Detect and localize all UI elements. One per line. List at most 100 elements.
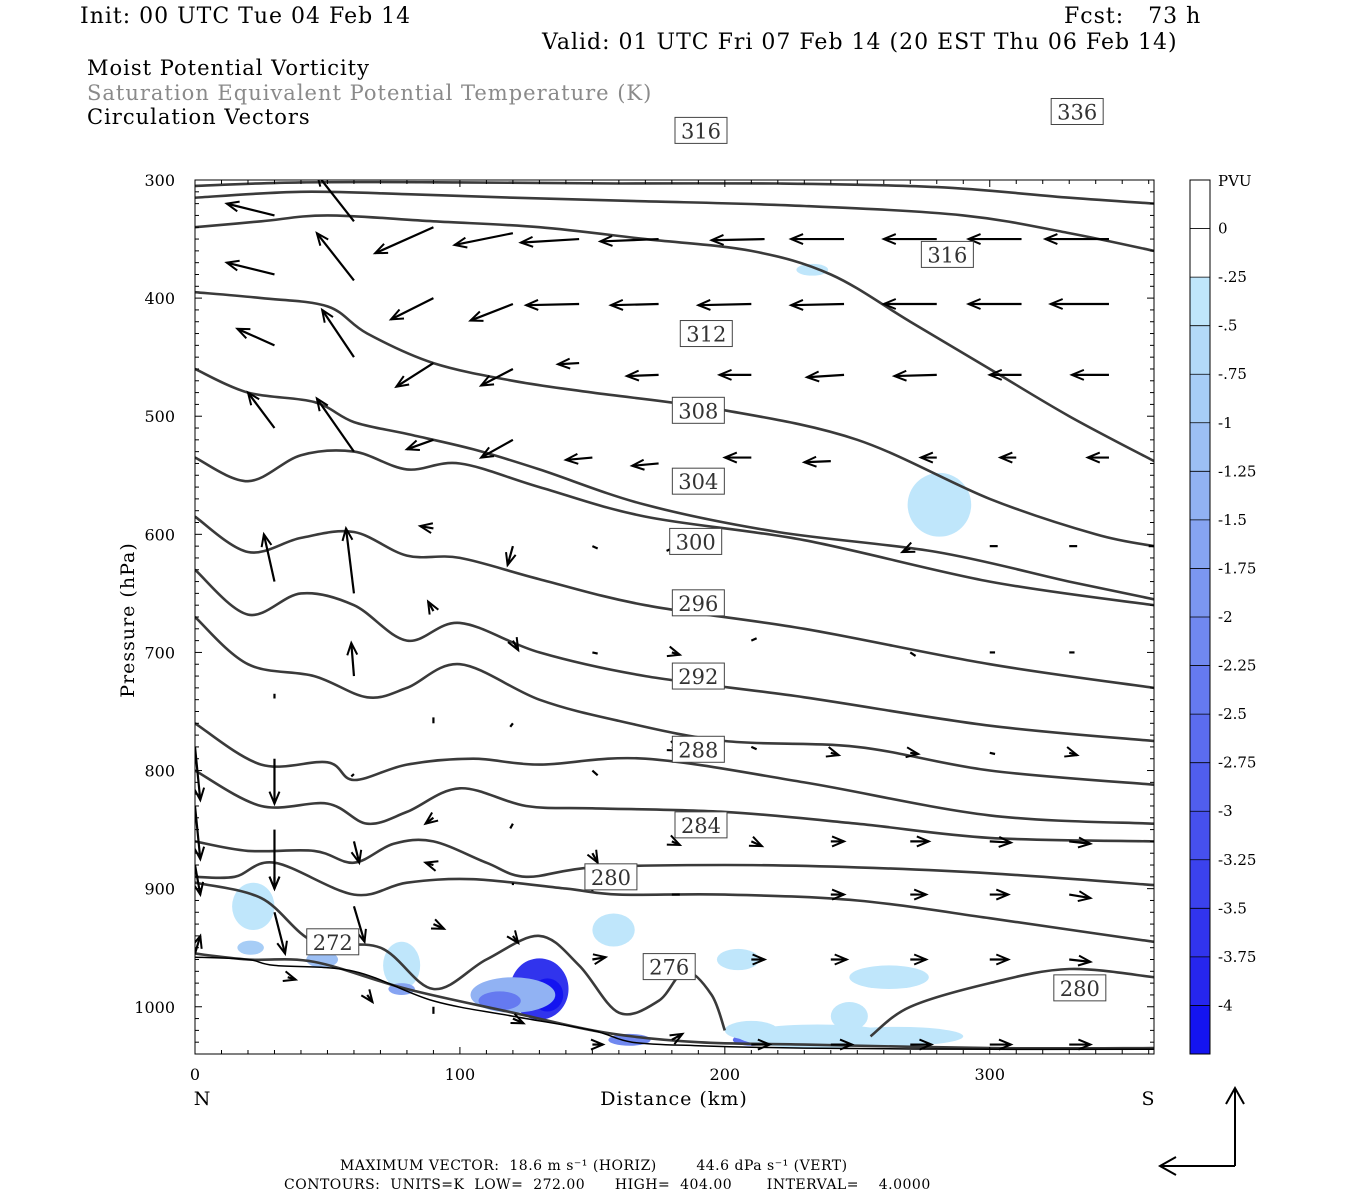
pv-patch — [716, 948, 760, 971]
y-axis-label: Pressure (hPa) — [117, 542, 139, 698]
vector-head — [995, 953, 1011, 966]
circulation-vector — [608, 298, 659, 311]
circulation-vector — [1085, 451, 1109, 464]
circulation-vector — [801, 455, 831, 468]
circulation-vector — [1069, 368, 1109, 381]
vector-head — [195, 846, 206, 862]
vector-shaft — [350, 773, 355, 778]
vector-head — [913, 888, 929, 901]
circulation-vector — [507, 637, 520, 653]
contour-label-box — [642, 953, 696, 981]
contour-label-box — [674, 811, 728, 839]
circulation-vector — [1069, 836, 1094, 849]
vector-shaft — [195, 864, 202, 895]
vector-shaft — [195, 935, 202, 954]
colorbar-label: -2.5 — [1218, 705, 1247, 723]
colorbar-swatch — [1190, 617, 1210, 667]
theta-e-contour — [195, 861, 1154, 944]
circulation-vector — [899, 541, 916, 554]
colorbar-swatch — [1190, 180, 1210, 230]
vector-shaft — [506, 545, 514, 566]
theta-e-contour — [195, 190, 1154, 253]
vector-head — [669, 1032, 685, 1045]
valid-time: Valid: 01 UTC Fri 07 Feb 14 (20 EST Thu … — [542, 30, 1178, 55]
vector-layer — [195, 180, 1154, 1051]
vector-head — [1069, 368, 1085, 381]
circulation-vector — [505, 545, 517, 568]
circulation-vector — [751, 1038, 773, 1051]
theta-e-contour — [195, 180, 1154, 205]
vector-head — [506, 930, 520, 946]
contour-label-box — [671, 662, 725, 690]
colorbar-frame — [1189, 179, 1211, 1055]
colorbar-swatch — [1190, 859, 1210, 909]
vector-shaft — [352, 841, 361, 863]
circulation-vector — [195, 864, 205, 898]
vector-shaft — [557, 361, 580, 366]
theta-e-contour — [195, 367, 1154, 601]
colorbar-swatch — [1190, 762, 1210, 812]
colorbar-swatch — [1190, 1005, 1210, 1055]
vector-shaft — [791, 302, 845, 307]
circulation-vector — [394, 362, 435, 389]
vector-head — [590, 1038, 606, 1051]
contour-label: 300 — [676, 530, 716, 554]
circulation-vector — [423, 812, 439, 826]
circulation-vector — [909, 651, 917, 657]
south-label: S — [1141, 1088, 1154, 1110]
vector-head — [965, 298, 981, 310]
forecast-hour: Fcst: 73 h — [1064, 4, 1202, 29]
circulation-vector — [235, 327, 275, 347]
vector-head — [998, 836, 1014, 848]
circulation-vector — [722, 451, 752, 464]
vector-head — [260, 531, 273, 548]
vector-shaft — [406, 438, 434, 451]
vector-head — [881, 233, 897, 245]
vector-head — [905, 746, 921, 759]
circulation-vector — [417, 522, 434, 534]
circulation-vector — [422, 860, 439, 872]
vector-shaft — [610, 302, 659, 307]
contour-label-box — [669, 527, 723, 555]
theta-e-contour — [195, 515, 1154, 690]
vector-shaft — [226, 261, 275, 276]
terrain-layer — [195, 956, 1154, 1051]
circulation-vector — [1069, 890, 1093, 903]
vector-head — [235, 327, 251, 339]
contour-label: 336 — [1057, 100, 1097, 124]
circulation-vector — [918, 451, 937, 464]
colorbar-label: -3.75 — [1218, 948, 1256, 966]
circulation-vector — [509, 823, 514, 829]
circulation-vector — [590, 1038, 606, 1051]
pv-patch — [306, 951, 339, 968]
circulation-vector — [592, 953, 609, 966]
vector-head — [452, 236, 468, 249]
pv-patch — [478, 991, 521, 1011]
pv-patch — [237, 940, 264, 955]
vector-head — [666, 645, 683, 658]
circulation-vector — [268, 876, 281, 892]
vector-shaft — [711, 237, 765, 242]
vector-shaft — [236, 327, 275, 347]
vector-shaft — [989, 840, 1012, 844]
vector-head — [422, 860, 439, 872]
circulation-vector — [592, 651, 598, 655]
vector-head — [831, 835, 847, 848]
colorbar-swatch — [1190, 665, 1210, 715]
vector-head — [507, 637, 520, 653]
vector-head — [748, 835, 765, 848]
vector-head — [997, 451, 1013, 464]
vector-head — [315, 231, 329, 246]
vector-shaft — [262, 534, 276, 582]
circulation-vector — [987, 368, 1022, 381]
colorbar-label: -.75 — [1218, 365, 1247, 383]
contour-label-box — [306, 928, 360, 956]
contour-label: 292 — [678, 665, 718, 689]
colorbar-swatch — [1190, 228, 1210, 278]
circulation-vector — [910, 1038, 935, 1051]
colorbar-swatch — [1190, 277, 1210, 327]
circulation-vector — [268, 758, 281, 807]
circulation-vector — [282, 970, 299, 982]
vector-shaft — [1069, 893, 1091, 900]
circulation-vector — [388, 297, 434, 321]
